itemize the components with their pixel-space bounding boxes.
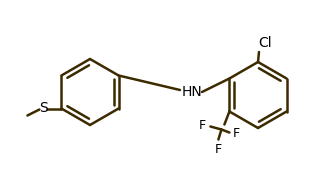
Text: F: F xyxy=(233,127,240,140)
Text: S: S xyxy=(39,101,48,115)
Text: F: F xyxy=(215,143,222,156)
Text: Cl: Cl xyxy=(258,36,272,50)
Text: HN: HN xyxy=(181,85,202,99)
Text: F: F xyxy=(199,119,206,132)
